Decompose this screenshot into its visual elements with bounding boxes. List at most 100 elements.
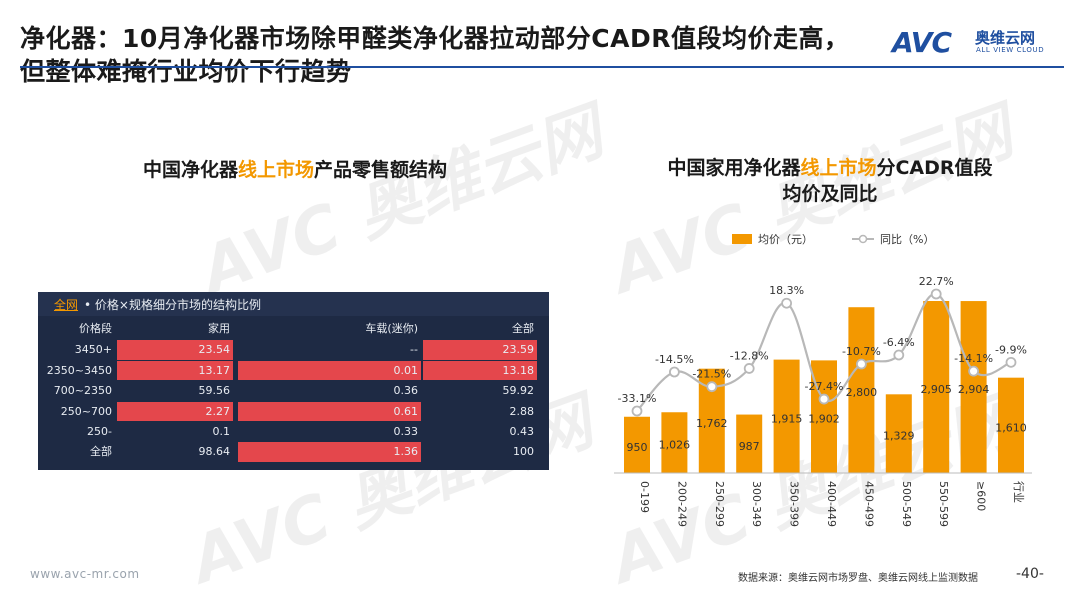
highlight-cell-bg [423, 340, 537, 360]
yoy-value-label: -27.4% [805, 380, 844, 393]
table-cell: 0.33 [393, 425, 419, 438]
bar [960, 301, 987, 473]
yoy-value-label: -10.7% [842, 345, 881, 358]
table-cell: 2.88 [509, 404, 535, 418]
bar-value-label: 1,026 [659, 439, 691, 452]
table-row-label: 250- [87, 425, 112, 438]
table-cell: 59.92 [502, 384, 535, 398]
site-url[interactable]: www.avc-mr.com [30, 567, 140, 581]
highlight-cell-bg [238, 360, 421, 381]
bar-value-label: 2,800 [846, 386, 878, 399]
x-tick-label: 行业 [1012, 481, 1025, 503]
bar-value-label: 1,902 [808, 413, 840, 426]
legend-swatch-price [732, 234, 752, 244]
table-row-label: 700~2350 [53, 384, 112, 398]
bar-value-label: 1,329 [883, 430, 915, 443]
yoy-value-label: 22.7% [919, 275, 954, 288]
x-tick-label: 450-499 [862, 481, 875, 527]
bar [661, 412, 688, 473]
legend-marker-yoy [858, 234, 868, 244]
yoy-value-label: -33.1% [618, 392, 657, 405]
legend-label-price: 均价（元） [758, 233, 813, 246]
bar [848, 307, 875, 473]
title-highlight: 线上市场 [237, 159, 314, 181]
table-section-title: 中国净化器线上市场产品零售额结构 [100, 155, 490, 182]
x-tick-label: 550-599 [937, 481, 950, 527]
table-cell: 23.59 [502, 343, 535, 357]
bar-value-label: 1,762 [696, 417, 728, 430]
structure-table: 全网 • 价格×规格细分市场的结构比例 价格段 家用 车载(迷你) 全部 3450+ 23… [38, 292, 549, 470]
yoy-point [706, 381, 718, 393]
bar [624, 416, 650, 473]
bar [923, 301, 950, 473]
table-cell: 100 [513, 445, 534, 459]
logo-name-en: ALL VIEW CLOUD [976, 46, 1045, 54]
table-cell: 13.17 [198, 363, 231, 377]
table-cell: 0.61 [393, 404, 419, 418]
cadr-price-chart: 均价（元） 同比（%） 950 1,026 1,762 987 1,915 1,902 2,80… [614, 233, 1032, 527]
yoy-point [818, 393, 830, 405]
table-cell: 1.36 [393, 445, 419, 459]
bar [998, 377, 1024, 473]
highlight-cell-bg [117, 360, 233, 381]
yoy-value-label: -6.4% [883, 336, 915, 349]
yoy-point [631, 405, 643, 417]
table-row-label: 全部 [90, 445, 112, 459]
yoy-value-label: 18.3% [769, 284, 804, 297]
table-caption-bar: 全网 • 价格×规格细分市场的结构比例 [38, 292, 549, 316]
bar [736, 414, 763, 473]
bar-value-label: 987 [739, 440, 760, 453]
table-cell: 0.1 [212, 425, 231, 438]
yoy-point [743, 363, 755, 374]
bar-value-label: 2,904 [958, 383, 990, 396]
yoy-point [855, 358, 867, 370]
highlight-cell-bg [238, 401, 421, 421]
table-cell: 0.36 [393, 384, 419, 398]
table-cell: 59.56 [198, 384, 231, 398]
yoy-point [669, 366, 680, 378]
page-title: 净化器：10月净化器市场除甲醛类净化器拉动部分CADR值段均价走高，但整体难掩行… [20, 24, 850, 86]
yoy-point [968, 365, 980, 377]
title-suffix: 产品零售额结构 [314, 159, 448, 181]
table-row-label: 2350~3450 [46, 363, 112, 377]
x-tick-label: 0-199 [638, 481, 651, 513]
logo-name-cn: 奥维云网 [975, 29, 1036, 47]
bar [885, 394, 912, 473]
table-row-label: 250~700 [60, 404, 112, 418]
yoy-value-label: -12.8% [730, 349, 769, 362]
highlight-cell-bg [117, 340, 233, 360]
bar-value-label: 1,915 [771, 412, 803, 425]
table-cell: 2.27 [205, 404, 231, 418]
page-number: -40- [1016, 566, 1044, 582]
header-divider [20, 66, 1064, 68]
table-header-cell: 全部 [512, 322, 534, 335]
table-header-cell: 家用 [208, 322, 230, 335]
bar-value-label: 1,610 [995, 421, 1027, 434]
x-tick-label: 250-299 [713, 481, 726, 527]
x-tick-label: 500-549 [900, 481, 913, 527]
table-cell: 13.18 [502, 363, 535, 377]
highlight-cell-bg [117, 401, 233, 421]
yoy-value-label: -14.5% [655, 353, 694, 366]
logo-mark: AVC [892, 26, 952, 59]
yoy-point [781, 297, 793, 309]
yoy-value-label: -9.9% [995, 343, 1027, 356]
title-line2: 均价及同比 [782, 183, 878, 205]
bar-value-label: 950 [627, 441, 648, 454]
title-prefix: 中国家用净化器 [667, 157, 801, 179]
yoy-value-label: -21.5% [692, 368, 731, 381]
x-tick-label: 400-449 [825, 481, 838, 527]
table-header-cell: 车载(迷你) [365, 322, 418, 335]
x-tick-label: ≥600 [975, 481, 988, 511]
watermark: AVC 奥维云网 [192, 95, 613, 309]
brand-logo: AVC 奥维云网 ALL VIEW CLOUD [892, 24, 1062, 59]
data-source: 数据来源：奥维云网市场罗盘、奥维云网线上监测数据 [738, 573, 978, 584]
bar [773, 359, 800, 473]
table-cell: 0.01 [393, 363, 419, 377]
bar [811, 360, 837, 473]
scope-link[interactable]: 全网 [54, 298, 79, 312]
table-caption: • 价格×规格细分市场的结构比例 [84, 298, 261, 312]
title-prefix: 中国净化器 [142, 159, 238, 181]
yoy-value-label: -14.1% [954, 352, 993, 365]
x-tick-label: 200-249 [675, 481, 688, 527]
